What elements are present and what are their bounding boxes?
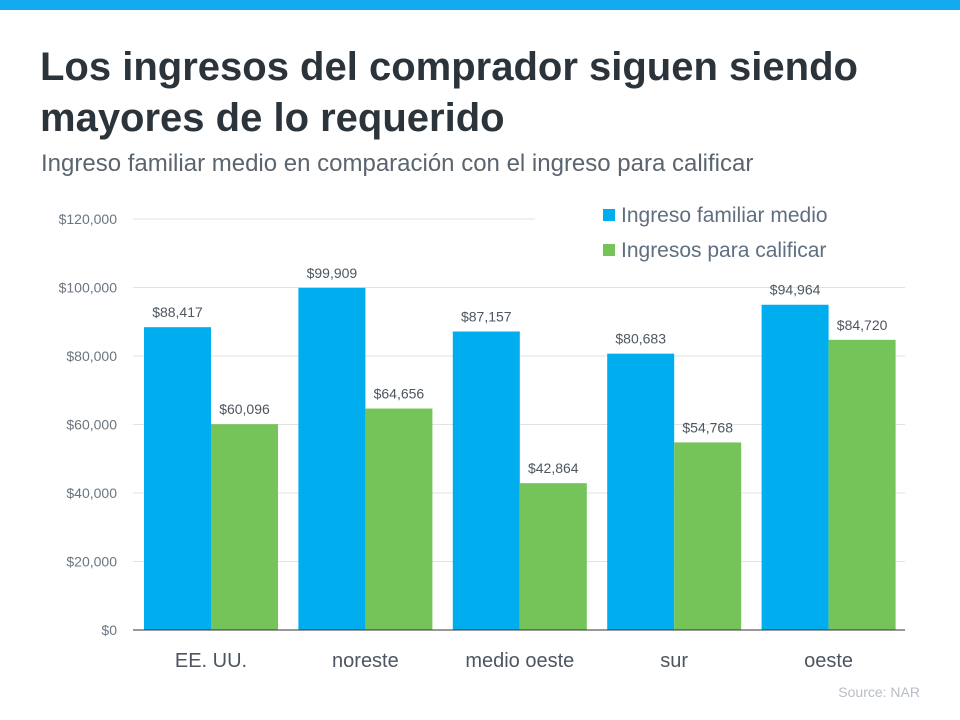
- y-tick-label: $80,000: [66, 348, 117, 364]
- y-tick-label: $40,000: [66, 485, 117, 501]
- data-label: $54,768: [682, 419, 733, 435]
- x-tick-label: oeste: [804, 650, 853, 672]
- x-tick-label: noreste: [332, 650, 399, 672]
- x-tick-label: EE. UU.: [175, 650, 247, 672]
- data-label: $94,964: [770, 282, 821, 298]
- y-tick-label: $0: [101, 622, 117, 638]
- legend-label: Ingresos para calificar: [621, 239, 826, 262]
- y-tick-label: $20,000: [66, 554, 117, 570]
- bar-qualifying-income: [828, 339, 896, 630]
- x-tick-label: medio oeste: [465, 650, 574, 672]
- data-label: $87,157: [461, 308, 512, 324]
- bar-qualifying-income: [365, 408, 433, 630]
- data-label: $42,864: [528, 460, 579, 476]
- bar-median-income: [452, 331, 520, 630]
- top-accent-bar: [0, 0, 960, 10]
- data-label: $64,656: [374, 386, 425, 402]
- chart-title: Los ingresos del comprador siguen siendo…: [40, 45, 858, 140]
- bar-qualifying-income: [211, 424, 278, 630]
- bar-median-income: [607, 353, 675, 630]
- data-label: $60,096: [219, 401, 270, 417]
- bar-median-income: [761, 304, 829, 630]
- y-tick-label: $100,000: [59, 280, 118, 296]
- legend-background: [535, 195, 915, 270]
- legend-swatch: [603, 244, 615, 256]
- y-tick-label: $60,000: [66, 417, 117, 433]
- bar-qualifying-income: [674, 442, 742, 630]
- bar-median-income: [298, 287, 366, 630]
- data-label: $99,909: [307, 265, 358, 281]
- data-label: $88,417: [152, 304, 203, 320]
- chart-subtitle: Ingreso familiar medio en comparación co…: [41, 150, 754, 177]
- legend-label: Ingreso familiar medio: [621, 204, 828, 227]
- bar-qualifying-income: [519, 483, 587, 630]
- legend-swatch: [603, 209, 615, 221]
- x-tick-label: sur: [660, 650, 688, 672]
- bar-median-income: [144, 327, 211, 630]
- data-label: $84,720: [837, 317, 888, 333]
- y-tick-label: $120,000: [59, 211, 118, 227]
- data-label: $80,683: [615, 331, 666, 347]
- source-note: Source: NAR: [838, 684, 920, 700]
